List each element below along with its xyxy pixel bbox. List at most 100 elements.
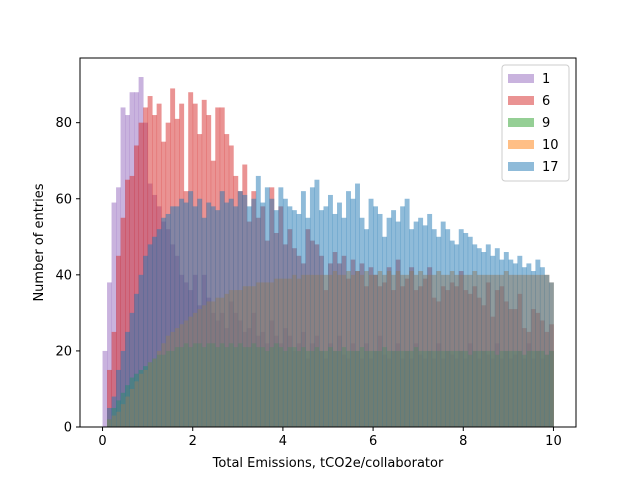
bar	[305, 217, 311, 427]
bar	[273, 210, 279, 427]
y-axis-ticks: 0 20 40 60 80	[55, 116, 80, 436]
bar	[332, 213, 338, 427]
bar	[120, 217, 126, 427]
bar	[116, 255, 121, 427]
legend-swatch-1	[508, 74, 534, 83]
legend-box	[501, 64, 570, 182]
bar	[422, 225, 428, 427]
bar	[490, 255, 496, 427]
bar	[526, 263, 532, 427]
legend-swatch-9	[508, 118, 534, 127]
bar	[228, 198, 234, 427]
bar	[264, 187, 270, 427]
bar	[309, 187, 315, 427]
bar	[161, 217, 167, 427]
y-tick-label: 20	[55, 344, 72, 359]
bar	[391, 210, 397, 427]
bar	[458, 229, 464, 427]
bar	[508, 259, 514, 427]
bar	[395, 221, 401, 427]
bar	[165, 213, 171, 427]
bar	[454, 244, 460, 427]
bar	[427, 213, 433, 427]
bar	[174, 206, 180, 427]
bar	[125, 331, 130, 427]
bar	[485, 244, 491, 427]
bar	[373, 206, 378, 427]
bar	[377, 213, 383, 427]
y-tick-label: 60	[55, 192, 72, 207]
bar	[445, 229, 451, 427]
bar	[179, 198, 185, 427]
bar	[192, 206, 198, 427]
bar	[530, 271, 536, 427]
bar	[138, 274, 144, 427]
legend-label-10: 10	[542, 138, 559, 153]
x-axis-label: Total Emissions, tCO2e/collaborator	[212, 456, 444, 471]
y-axis-label: Number of entries	[32, 183, 47, 301]
series-17	[107, 175, 554, 427]
bar	[499, 259, 505, 427]
bar	[382, 236, 388, 427]
legend-swatch-6	[508, 96, 534, 105]
x-tick-label: 2	[189, 434, 197, 449]
bar	[476, 248, 482, 427]
bar	[134, 145, 140, 428]
bar	[449, 240, 455, 427]
bar	[246, 206, 252, 427]
bar	[129, 312, 135, 427]
bar	[183, 202, 189, 427]
bar	[107, 282, 112, 427]
legend-swatch-17	[508, 162, 534, 171]
bar	[143, 255, 149, 427]
x-axis-ticks: 0 2 4 6 8 10	[98, 427, 562, 449]
legend: 1 6 9 10 17	[501, 64, 570, 182]
bar	[440, 221, 446, 427]
bar	[359, 217, 365, 427]
bar	[224, 202, 230, 427]
bar	[463, 232, 469, 427]
bar	[206, 202, 212, 427]
bar	[503, 252, 509, 427]
bar	[278, 187, 284, 427]
bar	[314, 179, 320, 427]
bar	[188, 191, 194, 427]
bar	[517, 255, 523, 427]
bar	[242, 194, 248, 427]
bar	[364, 229, 369, 427]
bar	[337, 202, 342, 427]
y-tick-label: 0	[64, 421, 72, 436]
bar	[210, 206, 216, 427]
y-tick-label: 40	[55, 268, 72, 283]
bar	[436, 236, 442, 427]
legend-swatch-10	[508, 140, 534, 149]
bar	[300, 191, 306, 427]
bar	[215, 210, 221, 427]
plot-frame	[79, 57, 577, 428]
bar	[318, 210, 324, 427]
bar	[219, 191, 225, 427]
bar	[287, 206, 293, 427]
bar	[197, 198, 203, 427]
bar	[521, 267, 527, 427]
bar	[386, 217, 392, 427]
bar	[111, 331, 117, 427]
bar	[156, 229, 162, 427]
bar	[296, 213, 302, 427]
bar	[350, 198, 356, 427]
x-tick-label: 6	[369, 434, 377, 449]
bar	[544, 274, 550, 427]
legend-label-17: 17	[542, 160, 559, 175]
bar	[147, 244, 153, 427]
bar	[237, 191, 243, 427]
bar	[170, 206, 176, 427]
bar	[107, 407, 112, 427]
histogram-bars	[102, 77, 554, 428]
bar	[269, 198, 275, 427]
bar	[111, 202, 117, 427]
bar	[116, 369, 121, 427]
bar	[418, 217, 424, 427]
bar	[251, 198, 257, 427]
bar	[404, 198, 410, 427]
